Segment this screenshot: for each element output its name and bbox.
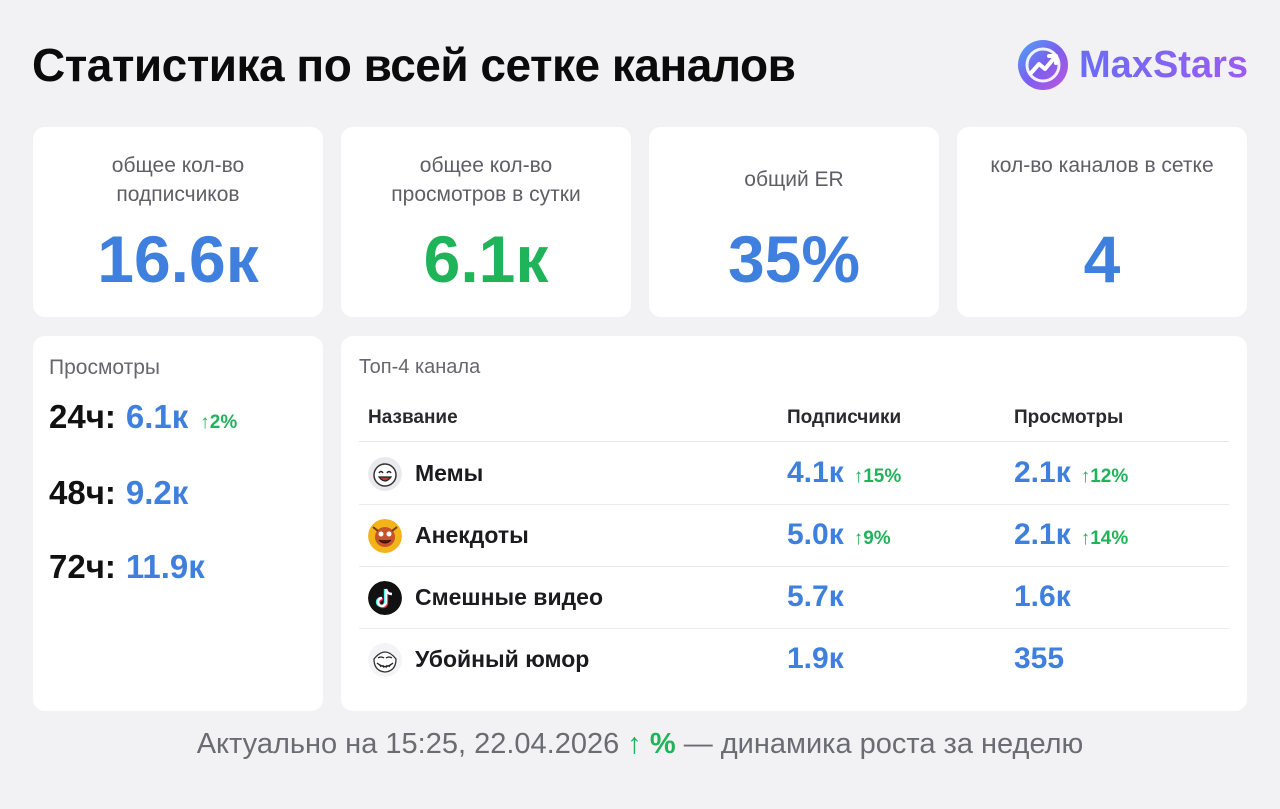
tiktok-icon (368, 581, 402, 615)
views-value: 2.1к (1014, 518, 1071, 551)
page-title: Статистика по всей сетке каналов (32, 39, 796, 91)
views-change: ↑2% (200, 412, 238, 433)
views-value: 6.1к (125, 398, 189, 435)
views-period-label: 72ч: (49, 548, 116, 585)
footer-timestamp: Актуально на 15:25, 22.04.2026 (196, 728, 620, 760)
column-header-subscribers: Подписчики (787, 407, 902, 428)
meme-face-icon (368, 457, 402, 491)
subscribers-change: ↑15% (853, 466, 902, 487)
stat-label: кол-во каналов в сетке (990, 154, 1214, 177)
stat-value: 4 (1083, 222, 1121, 296)
subscribers-value: 5.0к (787, 518, 844, 551)
subscribers-value: 1.9к (787, 642, 844, 675)
subscribers-value: 4.1к (787, 456, 844, 489)
views-value: 1.6к (1014, 580, 1071, 613)
top-channels-title: Топ-4 канала (359, 356, 481, 378)
footer-description: — динамика роста за неделю (683, 728, 1084, 760)
channel-name: Смешные видео (415, 584, 604, 610)
views-title: Просмотры (49, 356, 160, 379)
views-change: ↑12% (1080, 466, 1129, 487)
subscribers-value: 5.7к (787, 580, 844, 613)
table-row[interactable]: Убойный юмор 1.9к 355 (359, 629, 1229, 691)
views-cell: 2.1к ↑14% (1014, 518, 1128, 552)
views-value: 2.1к (1014, 456, 1071, 489)
subscribers-change: ↑9% (853, 528, 891, 549)
table-header: Название Подписчики Просмотры (359, 398, 1229, 442)
stat-label: общее кол-во просмотров в сутки (391, 154, 581, 206)
subscribers-cell: 1.9к (787, 642, 844, 676)
top-channels-card: Топ-4 канала Название Подписчики Просмот… (341, 336, 1247, 711)
stat-value: 6.1к (423, 222, 549, 296)
stat-label: общий ER (744, 168, 844, 191)
views-change: ↑14% (1080, 528, 1129, 549)
troll-face-icon (368, 643, 402, 677)
stat-value: 35% (727, 222, 861, 296)
views-period-label: 48ч: (49, 474, 116, 511)
views-period-label: 24ч: (49, 398, 116, 435)
views-cell: 1.6к (1014, 580, 1071, 614)
views-row-72h: 72ч: 11.9к (49, 548, 205, 586)
channel-name: Анекдоты (415, 522, 529, 548)
views-card: Просмотры 24ч: 6.1к ↑2% 48ч: 9.2к 72ч: 1… (33, 336, 323, 711)
views-cell: 355 (1014, 642, 1064, 676)
subscribers-cell: 4.1к ↑15% (787, 456, 901, 490)
views-value: 355 (1014, 642, 1065, 675)
table-row[interactable]: Анекдоты 5.0к ↑9% 2.1к ↑14% (359, 505, 1229, 567)
views-cell: 2.1к ↑12% (1014, 456, 1128, 490)
footer-note: Актуально на 15:25, 22.04.2026 ↑ % — дин… (0, 728, 1280, 761)
channel-name: Мемы (415, 460, 484, 486)
brand-name: MaxStars (1079, 43, 1248, 86)
brand-logo-block: MaxStars (1017, 38, 1248, 92)
subscribers-cell: 5.0к ↑9% (787, 518, 891, 552)
column-header-views: Просмотры (1014, 407, 1124, 428)
stat-card-daily-views: общее кол-во просмотров в сутки 6.1к (341, 127, 631, 317)
stat-value: 16.6к (97, 222, 259, 296)
stat-card-er: общий ER 35% (649, 127, 939, 317)
stat-card-channel-count: кол-во каналов в сетке 4 (957, 127, 1247, 317)
subscribers-cell: 5.7к (787, 580, 844, 614)
channel-name: Убойный юмор (415, 646, 590, 672)
table-row[interactable]: Смешные видео 5.7к 1.6к (359, 567, 1229, 629)
footer-growth-legend: ↑ % (627, 728, 676, 760)
views-value: 11.9к (125, 548, 205, 585)
views-row-24h: 24ч: 6.1к ↑2% (49, 398, 237, 436)
views-value: 9.2к (125, 474, 189, 511)
maxstars-logo-icon (1018, 40, 1069, 90)
views-row-48h: 48ч: 9.2к (49, 474, 188, 512)
column-header-name: Название (368, 407, 458, 428)
table-row[interactable]: Мемы 4.1к ↑15% 2.1к ↑12% (359, 443, 1229, 505)
stat-card-subscribers: общее кол-во подписчиков 16.6к (33, 127, 323, 317)
stat-label: общее кол-во подписчиков (111, 154, 245, 206)
jokes-icon (368, 519, 402, 553)
